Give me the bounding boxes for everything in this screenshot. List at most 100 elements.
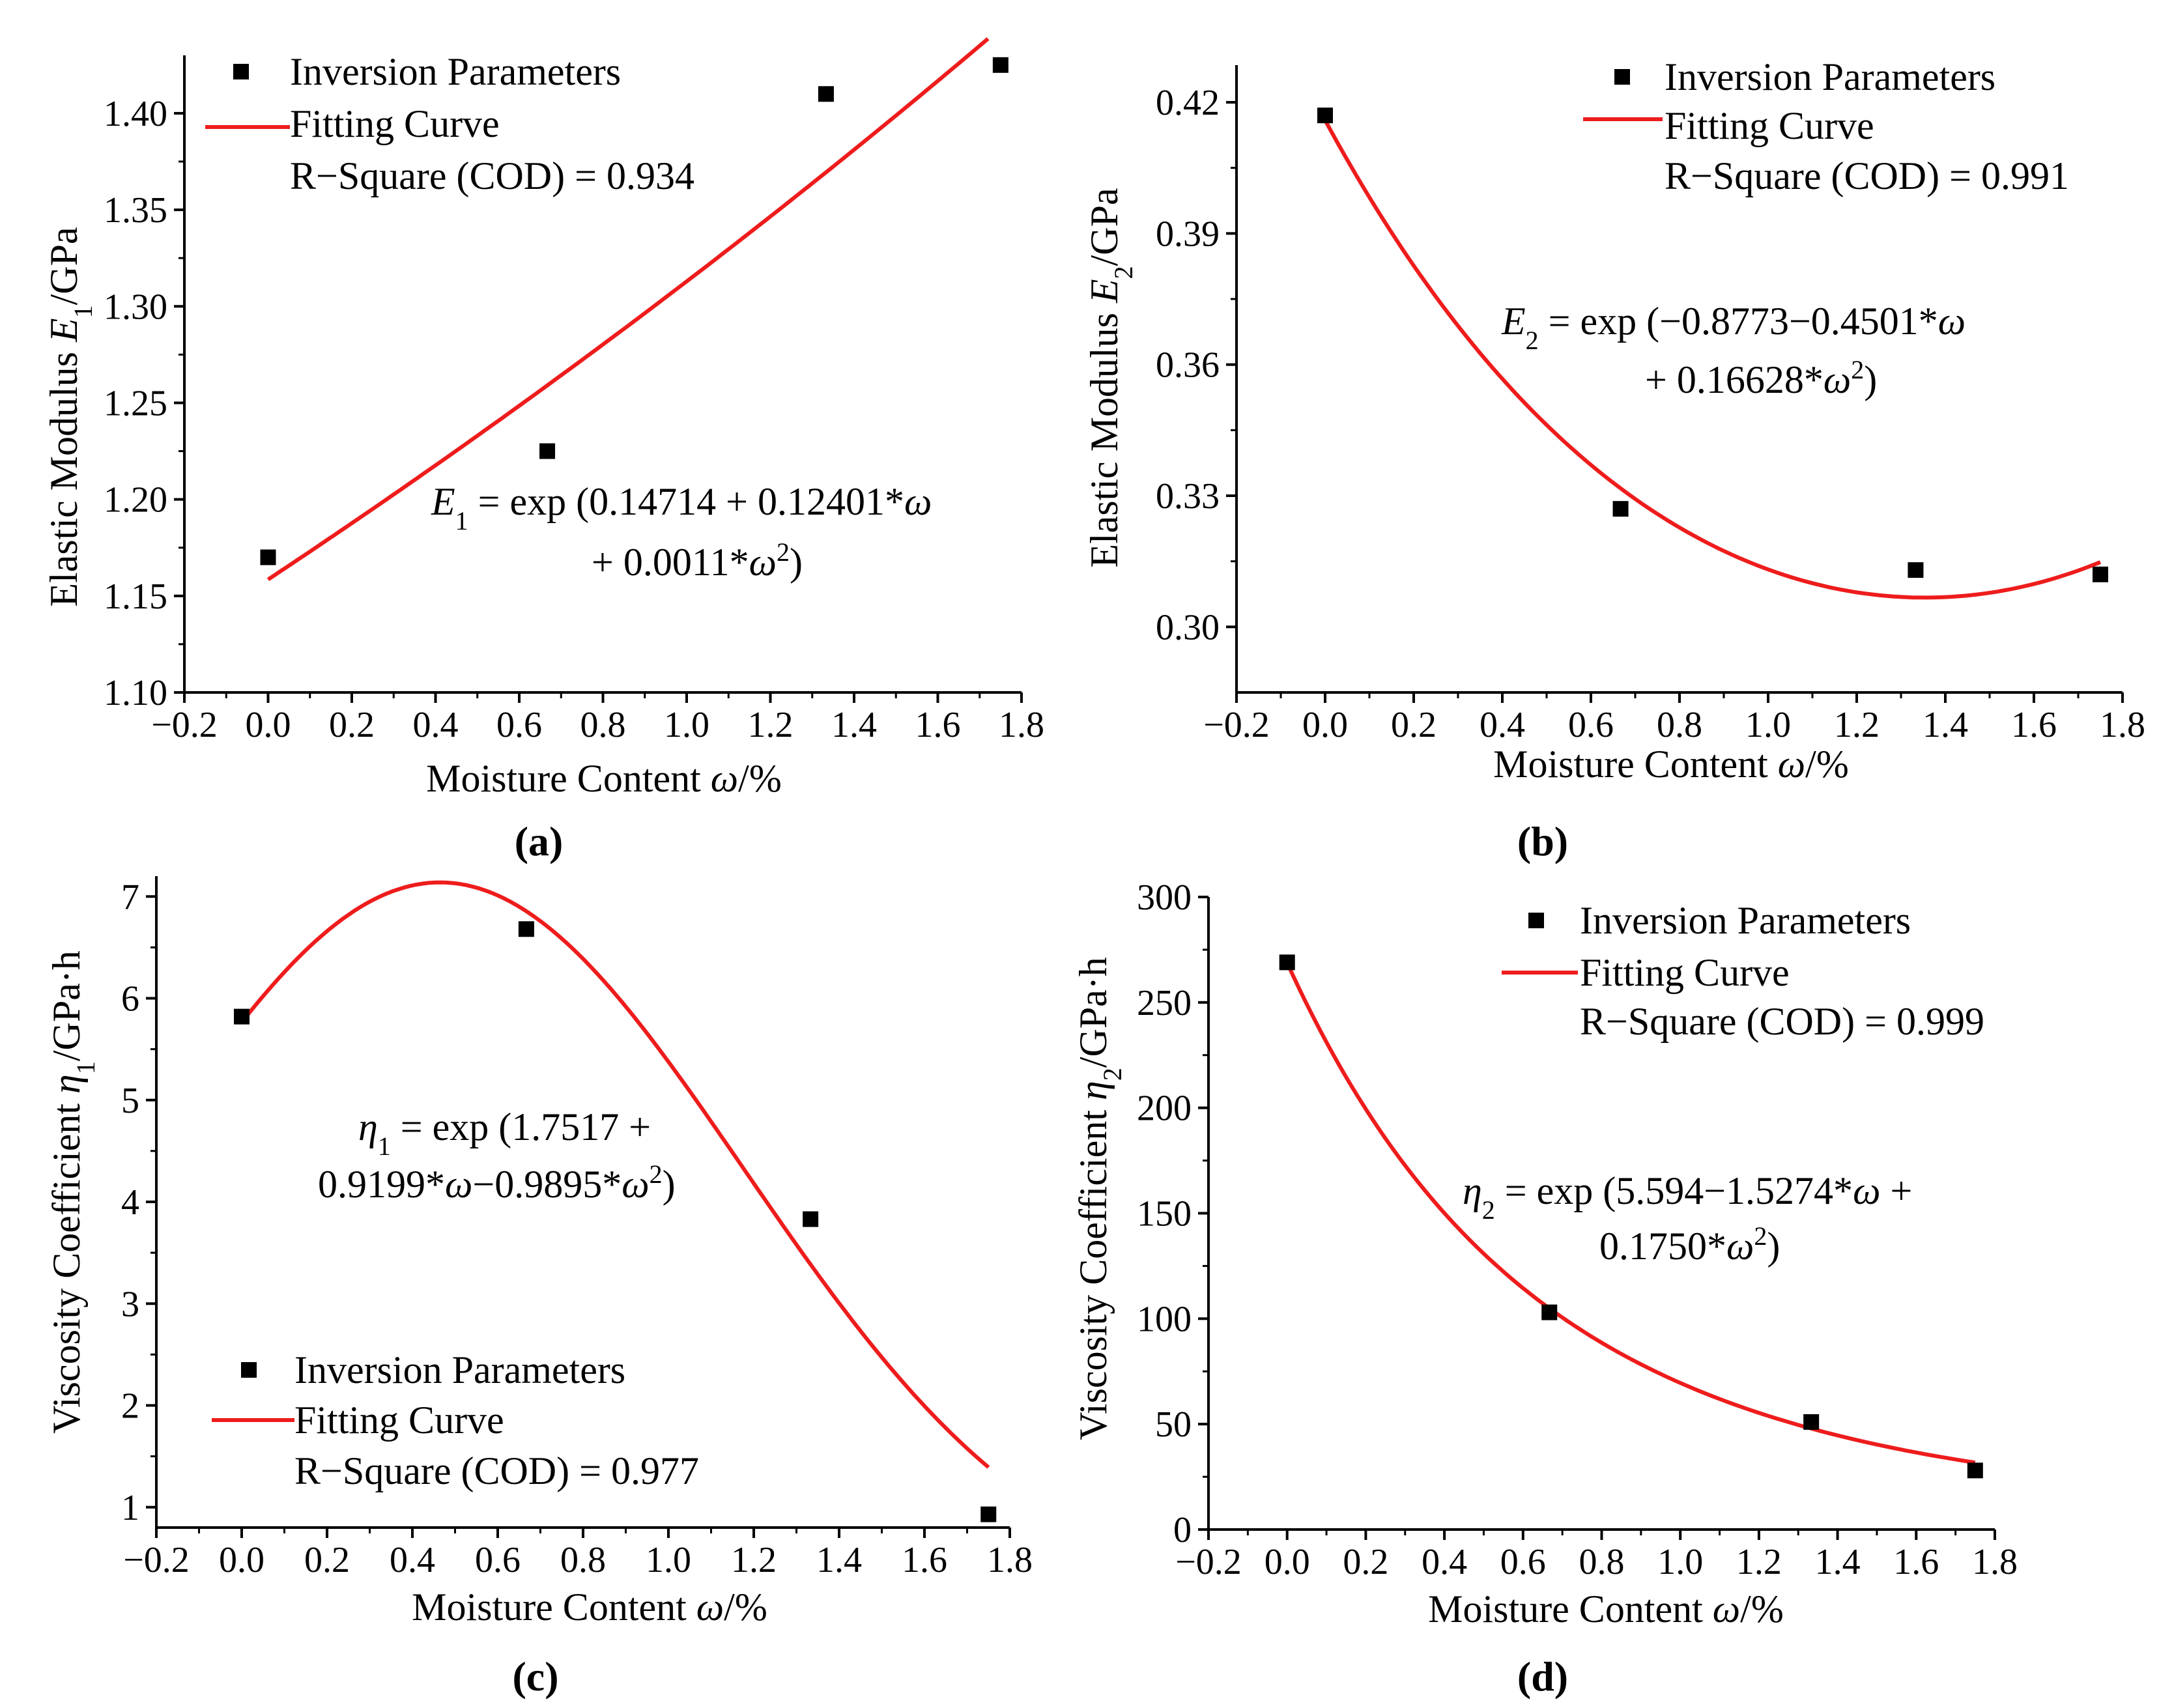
x-tick-label: 1.0 [1657,1542,1703,1582]
legend-curve-label: Fitting Curve [290,102,500,145]
y-tick-label: 50 [1155,1404,1192,1445]
y-tick-label: 0.39 [1156,214,1220,254]
x-tick-label: 1.0 [1745,705,1791,745]
fit-equation-line-2: 0.9199*ω−0.9895*ω2) [318,1160,676,1206]
legend-r2-label: R−Square (COD) = 0.999 [1580,1000,1984,1043]
x-tick-label: 0.2 [1343,1542,1388,1582]
y-tick-label: 1.20 [104,480,167,520]
x-tick-label: −0.2 [151,705,218,745]
y-tick-label: 0.33 [1156,476,1220,517]
y-axis-label: Elastic Modulus E1/GPa [42,227,98,606]
y-tick-label: 1.15 [104,576,167,617]
x-axis-label: Moisture Content ω/% [1493,743,1849,786]
y-tick-label: 4 [121,1182,139,1223]
x-tick-label: 1.6 [1893,1542,1939,1582]
fit-equation-line-2: 0.1750*ω2) [1599,1221,1780,1268]
y-tick-label: 1.25 [104,383,167,423]
data-point [1541,1304,1558,1320]
x-tick-label: −0.2 [1203,705,1270,745]
fitting-curve [240,880,990,1469]
legend-point-marker [241,1362,257,1378]
x-tick-label: 1.6 [902,1540,947,1580]
panel-caption: (b) [1517,818,1568,864]
y-tick-label: 0.42 [1156,83,1220,123]
data-point [518,921,534,937]
fit-equation-line-1: η2 = exp (5.594−1.5274*ω + [1463,1169,1912,1225]
y-tick-label: 0.36 [1156,345,1220,386]
y-tick-label: 150 [1137,1194,1192,1234]
x-tick-label: 0.6 [475,1540,521,1580]
x-tick-label: 1.8 [1972,1542,2018,1582]
y-axis-label: Viscosity Coefficient η1/GPa·h [45,950,100,1434]
legend-point-marker [233,64,249,79]
x-tick-label: 1.4 [816,1540,862,1580]
x-tick-label: 1.4 [831,705,877,745]
legend-curve-label: Fitting Curve [1580,951,1790,994]
y-tick-label: 1.35 [104,190,167,231]
fit-equation-line-1: E1 = exp (0.14714 + 0.12401*ω [431,480,932,535]
x-axis-label: Moisture Content ω/% [1428,1587,1784,1630]
x-tick-label: 0.0 [1265,1542,1310,1582]
x-tick-label: 1.8 [987,1540,1033,1580]
data-point [980,1506,997,1522]
fit-equation-line-2: + 0.16628*ω2) [1645,355,1877,402]
x-tick-label: 1.2 [1736,1542,1782,1582]
y-tick-label: 200 [1137,1089,1192,1129]
x-tick-label: 0.2 [1391,705,1437,745]
y-tick-label: 1.40 [104,94,167,134]
x-axis-label: Moisture Content ω/% [426,757,782,800]
x-tick-label: 0.2 [329,705,375,745]
y-tick-label: 5 [121,1081,139,1121]
data-point [992,57,1008,73]
data-point [234,1008,250,1025]
y-axis-label: Elastic Modulus E2/GPa [1083,188,1138,567]
data-point [818,86,834,102]
panel-caption: (c) [512,1653,558,1700]
x-axis-label: Moisture Content ω/% [412,1586,767,1629]
legend-points-label: Inversion Parameters [1665,55,1995,98]
legend-curve-label: Fitting Curve [294,1399,504,1442]
data-point [1803,1414,1820,1430]
data-point [803,1211,819,1227]
legend-points-label: Inversion Parameters [294,1348,625,1391]
fit-equation-line-2: + 0.0011*ω2) [592,537,803,584]
data-point [260,549,276,565]
x-tick-label: 1.2 [1834,705,1880,745]
y-tick-label: 1.30 [104,287,167,327]
x-tick-label: 0.6 [496,705,542,745]
data-point [1908,562,1924,578]
data-point [1317,107,1333,124]
y-tick-label: 3 [121,1284,139,1324]
y-tick-label: 100 [1137,1299,1192,1339]
fitting-curve [1323,119,2102,600]
x-tick-label: 0.4 [390,1540,435,1580]
x-tick-label: 0.0 [246,705,291,745]
y-tick-label: 250 [1137,983,1192,1023]
x-tick-label: 0.8 [1657,705,1702,745]
y-tick-label: 300 [1137,877,1192,918]
x-tick-label: 0.2 [304,1540,350,1580]
data-point [2093,566,2108,582]
panel-c: Viscosity Coefficient η1/GPa·h Moisture … [45,876,1033,1700]
data-point [539,443,556,459]
panel-caption: (d) [1517,1653,1568,1700]
legend-point-marker [1528,913,1544,928]
data-point [1279,954,1295,971]
y-tick-label: 1.10 [104,673,167,713]
legend-r2-label: R−Square (COD) = 0.991 [1665,154,2069,197]
x-tick-label: 1.4 [1923,705,1968,745]
panel-caption: (a) [515,818,564,864]
x-tick-label: 0.6 [1568,705,1614,745]
x-tick-label: 0.4 [1480,705,1525,745]
y-axis-label: Viscosity Coefficient η2/GPa·h [1072,957,1127,1440]
data-point [1967,1462,1983,1479]
y-tick-label: 2 [121,1386,139,1427]
y-tick-label: 0.30 [1156,607,1220,648]
x-tick-label: 0.4 [1422,1542,1467,1582]
x-tick-label: 0.6 [1500,1542,1546,1582]
x-tick-label: 1.0 [664,705,709,745]
x-tick-label: 1.8 [999,705,1044,745]
y-tick-label: 1 [121,1488,139,1528]
fitting-curve [266,37,990,582]
